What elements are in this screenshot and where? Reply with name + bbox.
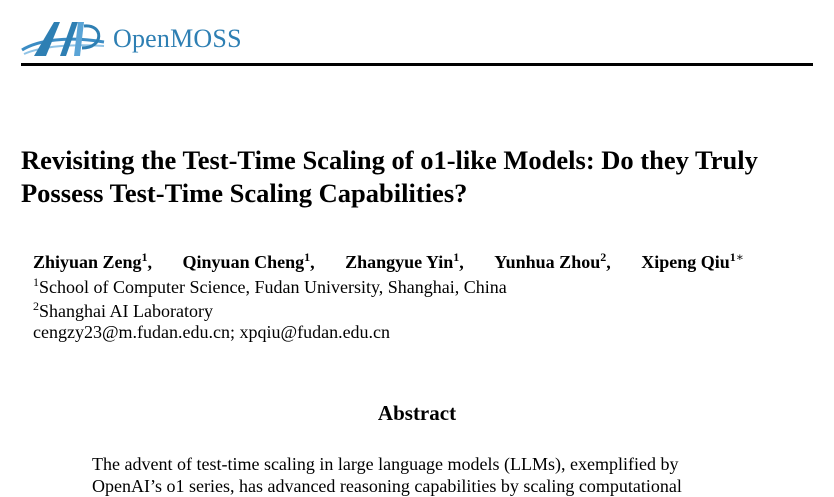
openmoss-logo-icon (21, 22, 105, 56)
author: Xipeng Qiu1∗ (641, 250, 744, 272)
affiliation: 2Shanghai AI Laboratory (33, 299, 213, 321)
author: Qinyuan Cheng1, (182, 250, 315, 272)
author: Zhangyue Yin1, (345, 250, 464, 272)
header-rule (21, 63, 813, 66)
paper-title: Revisiting the Test-Time Scaling of o1-l… (21, 145, 758, 208)
author-list: Zhiyuan Zeng1, Qinyuan Cheng1, Zhangyue … (33, 250, 823, 273)
affiliation: 1School of Computer Science, Fudan Unive… (33, 275, 507, 297)
abstract-text: The advent of test-time scaling in large… (92, 454, 682, 496)
author: Zhiyuan Zeng1, (33, 250, 153, 272)
logo-text: OpenMOSS (113, 24, 242, 53)
abstract-heading: Abstract (377, 401, 457, 425)
contact-emails: cengzy23@m.fudan.edu.cn; xpqiu@fudan.edu… (33, 322, 391, 342)
author: Yunhua Zhou2, (494, 250, 611, 272)
